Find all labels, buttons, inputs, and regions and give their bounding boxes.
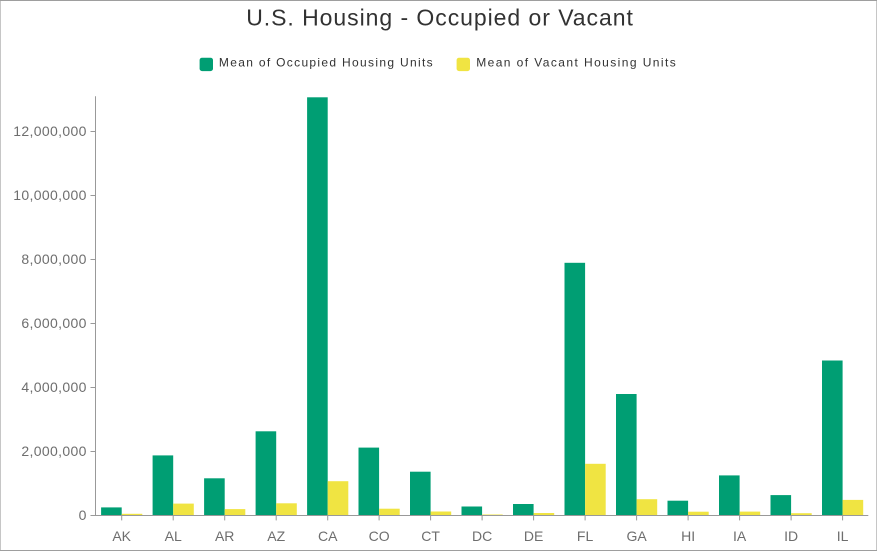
svg-text:ID: ID — [784, 528, 798, 544]
svg-text:CO: CO — [369, 528, 390, 544]
svg-text:8,000,000: 8,000,000 — [21, 251, 86, 267]
svg-text:AR: AR — [215, 528, 234, 544]
svg-text:4,000,000: 4,000,000 — [21, 379, 86, 395]
svg-text:AZ: AZ — [267, 528, 285, 544]
svg-text:Mean of Vacant Housing Units: Mean of Vacant Housing Units — [476, 55, 677, 69]
svg-text:2,000,000: 2,000,000 — [21, 443, 86, 459]
svg-text:FL: FL — [577, 528, 594, 544]
svg-text:AL: AL — [165, 528, 182, 544]
svg-text:Mean of Occupied Housing Units: Mean of Occupied Housing Units — [219, 55, 434, 69]
svg-text:CA: CA — [318, 528, 338, 544]
svg-text:IL: IL — [837, 528, 849, 544]
svg-text:DC: DC — [472, 528, 492, 544]
svg-text:0: 0 — [79, 507, 87, 523]
svg-text:10,000,000: 10,000,000 — [13, 187, 87, 203]
svg-text:U.S. Housing - Occupied or Vac: U.S. Housing - Occupied or Vacant — [246, 4, 634, 30]
svg-text:IA: IA — [733, 528, 747, 544]
svg-text:6,000,000: 6,000,000 — [21, 315, 86, 331]
svg-text:GA: GA — [626, 528, 647, 544]
svg-text:CT: CT — [421, 528, 440, 544]
svg-text:HI: HI — [681, 528, 695, 544]
svg-text:12,000,000: 12,000,000 — [13, 123, 87, 139]
svg-text:AK: AK — [112, 528, 131, 544]
svg-text:DE: DE — [524, 528, 543, 544]
